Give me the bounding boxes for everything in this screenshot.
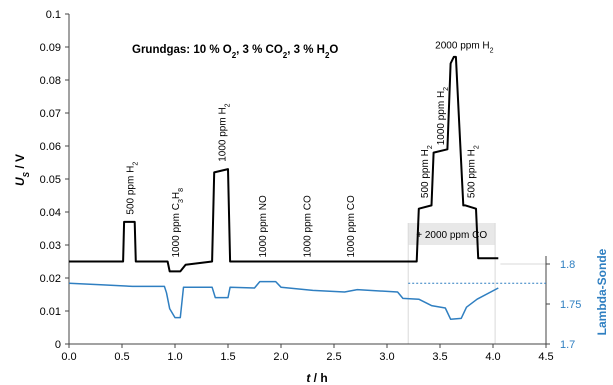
gas-annotation: 1000 ppm NO <box>258 195 269 257</box>
y-right-tick-label: 1.75 <box>560 299 581 311</box>
y-axis-left-label: US / V <box>13 154 31 186</box>
y-left-tick-label: 0.03 <box>40 240 61 252</box>
x-tick-label: 2.5 <box>326 351 341 363</box>
annotation-subscript: 2 <box>224 103 231 107</box>
annotation-text: 1000 ppm CO <box>346 195 357 257</box>
y-axis-right-label: Lambda-Sonde <box>595 248 609 335</box>
y-left-tick-label: 0.02 <box>40 273 61 285</box>
annotation-subscript: 3 <box>178 199 185 203</box>
x-axis-label: t / h <box>306 371 327 385</box>
annotation-text: 500 ppm H <box>125 166 136 215</box>
chart-title: Grundgas: 10 % O2, 3 % CO2, 3 % H2O <box>132 44 338 60</box>
gas-annotation: 1000 ppm C3H8 <box>171 188 185 258</box>
annotation-text: 1000 ppm CO <box>302 195 313 257</box>
lambda-sensor-line <box>68 280 499 320</box>
series-layer <box>68 55 546 320</box>
axes: 0.0 0.5 1.0 1.5 2.0 2.5 3.0 3.5 4.0 4.5 0 0.01 0.02 0… <box>40 9 582 363</box>
annotation-subscript: 2 <box>490 47 494 54</box>
gas-annotation: 500 ppm H2 <box>420 145 434 198</box>
annotation-text: 1000 ppm H <box>436 91 447 145</box>
annotation-subscript: 2 <box>443 87 450 91</box>
x-tick-label: 3.5 <box>432 351 447 363</box>
y-left-tick-label: 0.09 <box>40 42 61 54</box>
x-tick-label: 3.0 <box>379 351 394 363</box>
annotation-text: 1000 ppm H <box>218 107 229 161</box>
x-tick-label: 2.0 <box>273 351 288 363</box>
x-tick-label: 4.0 <box>485 351 500 363</box>
y-left-tick-label: 0.06 <box>40 141 61 153</box>
gas-annotation: 1000 ppm CO <box>302 195 313 257</box>
x-tick-label: 1.5 <box>220 351 235 363</box>
y-left-tick-label: 0.04 <box>40 207 61 219</box>
y-left-tick-label: 0 <box>55 339 61 351</box>
annotation-subscript: 8 <box>178 188 185 192</box>
x-tick-label: 0.5 <box>114 351 129 363</box>
gas-annotation: 1000 ppm H2 <box>218 103 232 161</box>
y-right-tick-label: 1.7 <box>560 339 575 351</box>
y-left-tick-label: 0.05 <box>40 174 61 186</box>
y-left-tick-label: 0.01 <box>40 306 61 318</box>
y-right-tick-label: 1.8 <box>560 259 575 271</box>
gas-annotation: 1000 ppm H2 <box>436 87 450 145</box>
annotation-text: 1000 ppm C <box>171 203 182 257</box>
sensor-signal-line <box>69 55 499 273</box>
y-left-tick-label: 0.07 <box>40 108 61 120</box>
co-box-label-bg <box>408 223 496 245</box>
x-tick-label: 1.0 <box>167 351 182 363</box>
gas-annotation-top: 2000 ppm H2 <box>435 41 493 55</box>
gas-annotation: 1000 ppm CO <box>346 195 357 257</box>
annotation-subscript: 2 <box>473 145 480 149</box>
y-left-tick-label: 0.08 <box>40 75 61 87</box>
x-tick-label: 4.5 <box>538 351 553 363</box>
annotation-subscript: 2 <box>427 145 434 149</box>
y-left-tick-label: 0.1 <box>46 9 61 21</box>
annotation-text: 2000 ppm H <box>435 41 489 52</box>
co-box-label: + 2000 ppm CO <box>416 230 487 241</box>
annotation-subscript: 2 <box>132 162 139 166</box>
annotation-text: H <box>171 192 182 199</box>
x-tick-label: 0.0 <box>61 351 76 363</box>
annotation-text: 1000 ppm NO <box>258 195 269 257</box>
annotation-text: 500 ppm H <box>467 149 478 198</box>
annotation-text: 500 ppm H <box>420 149 431 198</box>
gas-annotation: 500 ppm H2 <box>125 162 139 215</box>
gas-annotation: 500 ppm H2 <box>467 145 481 198</box>
